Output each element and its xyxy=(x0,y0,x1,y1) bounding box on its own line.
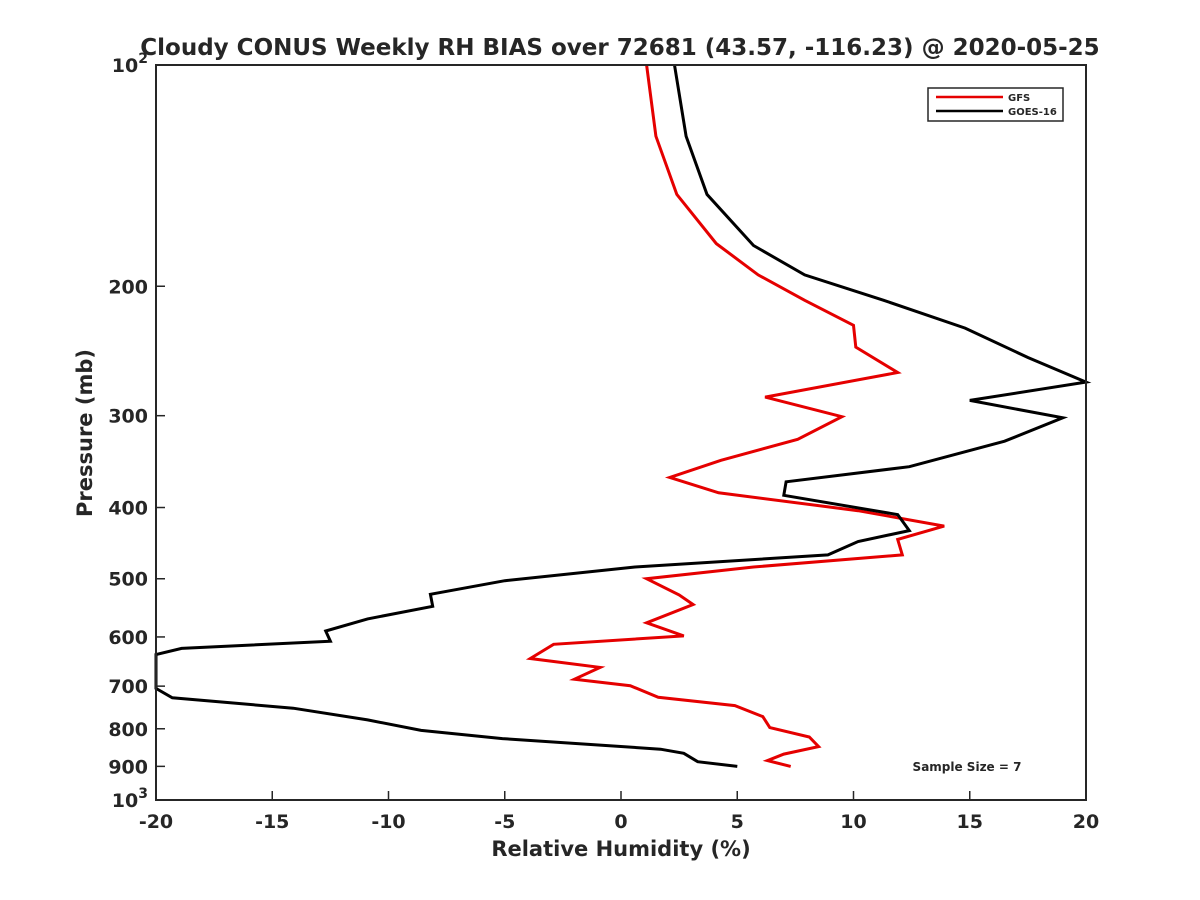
y-tick-label: 400 xyxy=(108,498,148,520)
x-tick-label: -20 xyxy=(139,811,173,833)
plot-frame xyxy=(155,64,1087,801)
x-tick-label: 10 xyxy=(840,811,866,833)
y-tick-label: 102 xyxy=(112,51,148,77)
legend: GFS GOES-16 xyxy=(927,87,1064,122)
y-axis-label: Pressure (mb) xyxy=(73,349,97,517)
x-tick-label: -15 xyxy=(255,811,289,833)
y-tick-label: 900 xyxy=(108,756,148,778)
y-tick-label: 500 xyxy=(108,569,148,591)
series-line-gfs xyxy=(525,64,945,768)
y-tick-label: 800 xyxy=(108,719,148,741)
x-tick-label: 20 xyxy=(1073,811,1099,833)
x-axis-label: Relative Humidity (%) xyxy=(491,837,750,861)
y-axis: 102 200 300 400 500 600 700 800 900 103 xyxy=(108,51,165,812)
x-tick-label: -10 xyxy=(371,811,405,833)
y-tick-label: 700 xyxy=(108,676,148,698)
chart-title: Cloudy CONUS Weekly RH BIAS over 72681 (… xyxy=(140,35,1099,61)
x-tick-label: 0 xyxy=(614,811,627,833)
legend-label-goes16: GOES-16 xyxy=(1008,107,1057,118)
sample-size-annotation: Sample Size = 7 xyxy=(913,760,1022,774)
legend-label-gfs: GFS xyxy=(1008,93,1030,104)
y-tick-label: 600 xyxy=(108,627,148,649)
y-tick-label: 200 xyxy=(108,276,148,298)
x-axis: -20 -15 -10 -5 0 5 10 15 20 xyxy=(139,791,1099,833)
x-tick-label: -5 xyxy=(494,811,515,833)
series-line-goes16 xyxy=(154,64,1092,768)
x-tick-label: 5 xyxy=(731,811,744,833)
legend-box xyxy=(927,87,1064,122)
x-tick-label: 15 xyxy=(957,811,983,833)
y-tick-label: 103 xyxy=(112,786,148,812)
series-layer xyxy=(154,64,1092,768)
y-tick-label: 300 xyxy=(108,406,148,428)
